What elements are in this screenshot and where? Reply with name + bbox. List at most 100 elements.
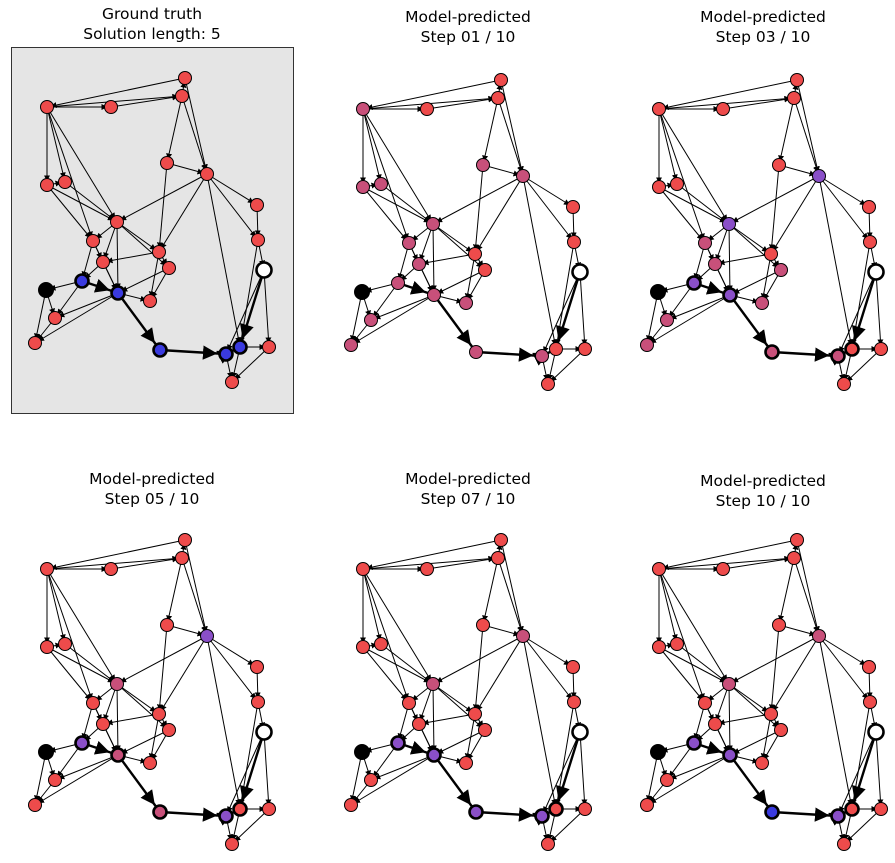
edge (225, 269, 265, 355)
graph-node (566, 660, 580, 674)
graph-node (426, 747, 442, 763)
edge (231, 808, 270, 845)
graph-node (830, 348, 846, 364)
edge (547, 808, 586, 845)
goal-node (571, 723, 589, 741)
graph-node (862, 660, 876, 674)
graph-node (874, 342, 888, 356)
graph-node (549, 342, 563, 356)
graph-node (640, 338, 654, 352)
edge (433, 269, 486, 296)
graph-node (787, 91, 801, 105)
edge (166, 557, 183, 626)
graph-node (225, 837, 239, 851)
edge (843, 348, 882, 385)
graph-node (660, 773, 674, 787)
graph-node (152, 245, 166, 259)
edge (579, 731, 588, 810)
graph-node (152, 342, 168, 358)
graph-node (250, 198, 264, 212)
graph-node (426, 677, 440, 691)
graph-node (862, 200, 876, 214)
graph-node (104, 562, 118, 576)
start-node (38, 282, 54, 298)
edge (728, 683, 782, 731)
edge (646, 294, 731, 346)
goal-node (867, 723, 885, 741)
graph-node (686, 275, 702, 291)
edge (768, 624, 780, 715)
edge (475, 807, 543, 822)
graph-node (390, 735, 406, 751)
graph-node (722, 287, 738, 303)
graph-node (863, 695, 877, 709)
edge (206, 635, 258, 668)
graph-node (162, 723, 176, 737)
edge (159, 807, 227, 822)
edge (778, 97, 795, 166)
edge (238, 239, 259, 348)
graph-node (58, 637, 72, 651)
edge (497, 97, 524, 177)
edge (818, 175, 854, 350)
graph-node (232, 339, 248, 355)
edge (156, 624, 168, 715)
edge (156, 162, 168, 253)
graph-node (426, 217, 440, 231)
edge (728, 683, 772, 715)
panel-title-6: Model-predicted Step 10 / 10 (700, 472, 826, 510)
graph-node (364, 313, 378, 327)
graph-node (364, 773, 378, 787)
edge (522, 635, 574, 668)
graph-node (344, 798, 358, 812)
edge (263, 731, 272, 810)
panel-title-2: Model-predicted Step 01 / 10 (405, 8, 531, 46)
edge (430, 683, 437, 756)
edge (796, 539, 820, 637)
edge (770, 635, 820, 715)
graph-node (110, 677, 124, 691)
edge (158, 635, 208, 715)
edge (793, 97, 820, 177)
graph-node (420, 562, 434, 576)
graph-node (722, 677, 736, 691)
edge (34, 751, 47, 806)
edge (116, 221, 160, 253)
edge (362, 108, 410, 244)
edge (263, 269, 272, 348)
edge (117, 292, 161, 351)
edge (418, 253, 476, 266)
graph-node (670, 177, 684, 191)
graph-node (459, 296, 473, 310)
graph-node (548, 801, 564, 817)
graph-node (58, 175, 72, 189)
edge (771, 807, 839, 822)
edge (432, 223, 476, 255)
edge (875, 731, 884, 810)
edge (116, 221, 170, 269)
panel-title-3: Model-predicted Step 03 / 10 (700, 8, 826, 46)
graph-node (40, 640, 54, 654)
graph-node (200, 629, 214, 643)
edge (714, 253, 772, 266)
graph-node (698, 236, 712, 250)
edge (46, 106, 118, 223)
edge (850, 731, 878, 810)
graph-node (772, 618, 786, 632)
edge (148, 251, 160, 302)
edge (818, 635, 871, 703)
edge (46, 184, 118, 223)
edge (475, 347, 543, 362)
graph-node (863, 235, 877, 249)
edge (225, 731, 265, 817)
edge (850, 701, 871, 810)
edge (646, 291, 659, 346)
graph-node (774, 263, 788, 277)
edge (350, 291, 363, 346)
graph-node (402, 696, 416, 710)
edge (729, 294, 773, 353)
edge (482, 97, 499, 166)
edge (474, 635, 524, 715)
start-node (38, 744, 54, 760)
edge (117, 267, 170, 294)
